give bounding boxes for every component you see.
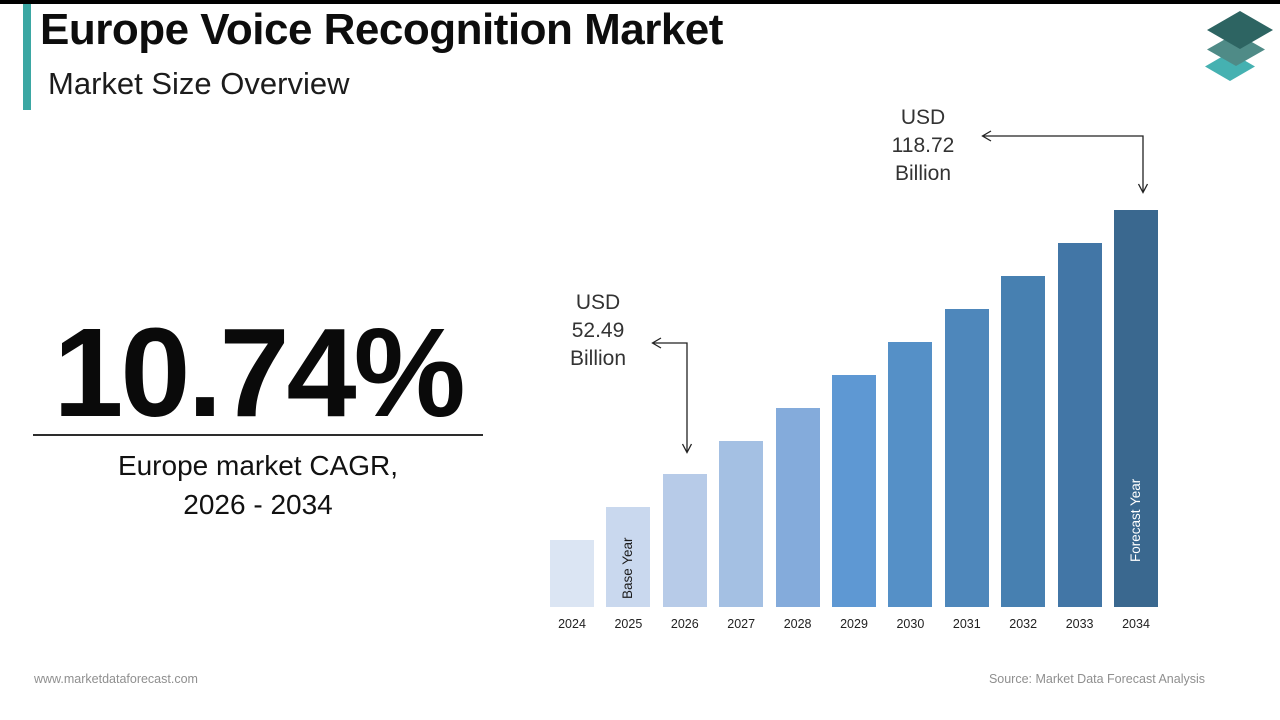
x-label-2032: 2032 — [1009, 617, 1038, 631]
cagr-caption-line1: Europe market CAGR, — [117, 450, 399, 481]
bar-2032 — [1001, 276, 1046, 607]
x-label-2034: 2034 — [1122, 617, 1150, 631]
bar-2029 — [832, 375, 876, 607]
annotation-2026: USD 52.49 Billion — [543, 289, 653, 373]
bar-inner-label-2025: Base Year — [620, 537, 636, 599]
x-label-2029: 2029 — [840, 617, 868, 631]
x-label-2028: 2028 — [783, 617, 812, 631]
x-label-2027: 2027 — [727, 617, 756, 631]
bar-2025 — [606, 507, 651, 607]
bar-2030 — [888, 342, 933, 607]
annotation-2026-line2: 52.49 — [571, 319, 625, 342]
x-label-2025: 2025 — [614, 617, 643, 631]
x-label-2031: 2031 — [952, 617, 981, 631]
bar-2034 — [1114, 210, 1158, 607]
cagr-value: 10.74% — [53, 302, 465, 443]
annotation-2034-line3: Billion — [894, 162, 952, 185]
cagr-caption-line2: 2026 - 2034 — [183, 489, 333, 520]
bar-2024 — [550, 540, 594, 607]
x-label-2024: 2024 — [558, 617, 586, 631]
x-label-2033: 2033 — [1065, 617, 1094, 631]
page-subtitle: Market Size Overview — [48, 66, 350, 101]
bar-2027 — [719, 441, 764, 607]
annotation-2026-line3: Billion — [569, 347, 627, 370]
cagr-caption: Europe market CAGR, 2026 - 2034 — [33, 446, 483, 524]
bar-2033 — [1057, 243, 1102, 607]
x-label-2030: 2030 — [896, 617, 925, 631]
title-accent-bar — [23, 4, 31, 110]
bar-2026 — [662, 474, 707, 607]
page-title: Europe Voice Recognition Market — [40, 5, 723, 54]
footer-source: Source: Market Data Forecast Analysis — [988, 672, 1205, 686]
footer-website: www.marketdataforecast.com — [34, 672, 198, 686]
bar-2031 — [944, 309, 989, 607]
cagr-underline — [33, 434, 483, 436]
annotation-2026-line1: USD — [575, 291, 621, 314]
annotation-2034-line1: USD — [900, 106, 946, 129]
top-border-strip — [0, 0, 1280, 4]
x-label-2026: 2026 — [670, 617, 699, 631]
bar-2028 — [775, 408, 820, 607]
annotation-2034-line2: 118.72 — [891, 134, 955, 157]
annotation-2034: USD 118.72 Billion — [868, 104, 978, 188]
bar-inner-label-2034: Forecast Year — [1128, 478, 1143, 562]
